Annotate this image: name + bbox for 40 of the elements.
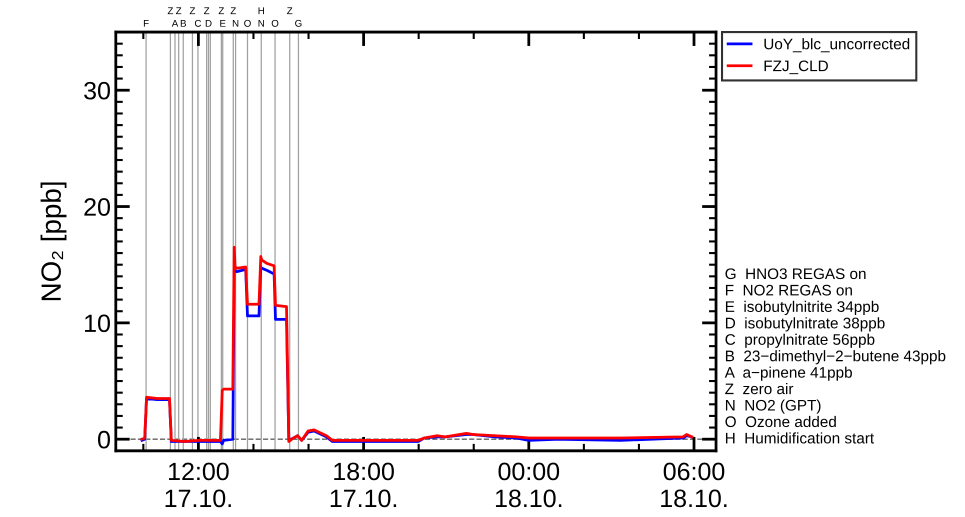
text: Z zero air	[725, 383, 794, 394]
text: N NO2 (GPT)	[726, 399, 821, 414]
y-tick-label: 30	[84, 82, 110, 100]
text: A a−pinene 41ppb	[724, 366, 852, 381]
ref-line-label: O	[244, 20, 251, 27]
ref-line-label: E	[220, 20, 226, 27]
x-tick-label: 12:00 17.10.	[166, 462, 231, 508]
y-tick-label: 10	[85, 314, 110, 332]
text: B 23−dimethyl−2−butene 43ppb	[726, 350, 946, 364]
ref-line-label: Z	[218, 7, 224, 14]
ref-line-label: Z	[230, 7, 236, 14]
ref-line-label: C	[194, 20, 202, 27]
y-tick-label: 0	[98, 430, 110, 448]
ref-line-label: A	[172, 20, 178, 27]
ref-line-label: Z	[287, 7, 292, 14]
legend-label: UoY_blc_uncorrected	[764, 38, 910, 52]
ref-line-label: H N	[258, 7, 264, 27]
legend-label: FZJ_CLD	[764, 60, 828, 74]
ref-line-label: Z	[190, 7, 196, 14]
x-tick-label: 18:00 17.10.	[330, 462, 396, 508]
text: G HNO3 REGAS on	[725, 268, 866, 280]
x-tick-label: 00:00 18.10.	[496, 462, 562, 508]
ref-line-label: F	[144, 20, 149, 27]
y-axis-title: NO₂ [ppb]	[40, 182, 66, 300]
ref-line-label: Z	[176, 7, 182, 14]
text: C propylnitrate 56ppb	[725, 334, 874, 348]
ref-line-label: Z	[204, 7, 210, 14]
text: F NO2 REGAS on	[726, 284, 852, 296]
ref-line-label: D	[206, 20, 212, 27]
text: E isobutylnitrite 34ppb	[726, 300, 879, 316]
ref-line-label: G	[295, 20, 302, 27]
ref-line-label: Z	[168, 7, 174, 14]
x-tick-label: 06:00 18.10.	[661, 462, 726, 508]
ref-line-label: B	[180, 20, 186, 27]
text: O Ozone added	[725, 416, 836, 428]
text: D isobutylnitrate 38ppb	[726, 317, 885, 332]
y-tick-label: 20	[84, 198, 110, 216]
ref-line-label: N	[232, 20, 238, 27]
ref-line-label: O	[272, 20, 278, 27]
text: H Humidification start	[726, 432, 874, 444]
